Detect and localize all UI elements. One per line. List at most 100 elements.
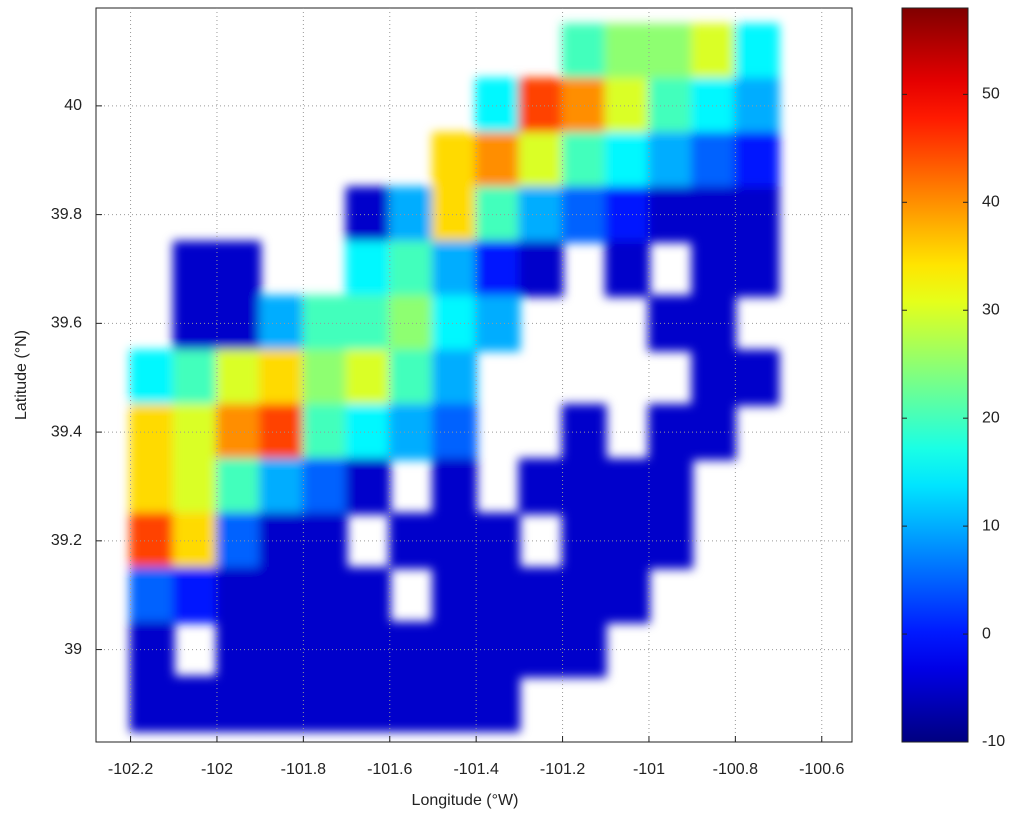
cell [431,403,478,461]
cell [691,23,737,80]
cell [475,295,521,352]
x-tick-label: -102 [201,761,233,778]
cell [172,675,218,733]
cell [172,512,218,570]
cell [345,349,391,406]
y-tick-label: 39 [64,641,82,658]
cell [215,349,262,406]
x-tick-label: -101 [633,761,665,778]
cell [215,295,262,352]
cell [647,77,694,135]
y-axis-label: Latitude (°N) [13,330,30,420]
colorbar-tick-label: -10 [982,733,1005,750]
cell [734,240,780,298]
cell [431,186,478,243]
cell [475,512,521,570]
colorbar-tick-label: 40 [982,194,1000,211]
cell [388,295,434,352]
colorbar-tick-label: 30 [982,301,1000,318]
cell [604,240,650,298]
cell [475,186,521,243]
cell [172,403,218,461]
cell [259,458,305,515]
colorbar-tick-label: 50 [982,86,1000,103]
cell [388,512,434,570]
cell [259,621,305,678]
cell [215,675,262,733]
x-tick-label: -100.8 [713,761,758,778]
y-tick-label: 39.6 [51,315,82,332]
cell [518,132,564,189]
x-tick-label: -101.4 [453,761,498,778]
cell [475,567,521,624]
cell [691,132,737,189]
cell [172,567,218,624]
cell [647,403,694,461]
cell [172,458,218,515]
cell [431,621,478,678]
cell [691,295,737,352]
cell [518,240,564,298]
cell [647,458,694,515]
cell [691,349,737,406]
cell [431,458,478,515]
cell [691,403,737,461]
cell [475,621,521,678]
cell [388,621,434,678]
cell [561,132,607,189]
heatmap [129,23,780,733]
cell [345,675,391,733]
cell [302,458,348,515]
cell [388,675,434,733]
cell [734,349,780,406]
cell [215,512,262,570]
x-axis-label: Longitude (°W) [412,792,519,809]
cell [647,295,694,352]
cell [647,23,694,80]
cell [302,567,348,624]
cell [561,458,607,515]
cell [518,567,564,624]
x-tick-label: -101.6 [367,761,412,778]
cell [259,349,305,406]
x-tick-label: -100.6 [799,761,844,778]
cell [172,349,218,406]
cell [172,295,218,352]
cell [388,240,434,298]
y-tick-label: 39.8 [51,206,82,223]
cell [259,295,305,352]
cell [604,458,650,515]
cell [259,512,305,570]
cell [604,77,650,135]
cell [431,675,478,733]
cell [129,567,175,624]
cell [259,567,305,624]
cell [431,349,478,406]
cell [518,458,564,515]
cell [345,567,391,624]
x-tick-label: -101.2 [540,761,585,778]
x-tick-label: -101.8 [281,761,326,778]
cell [604,132,650,189]
cell [388,403,434,461]
cell [431,132,478,189]
cell [129,675,175,733]
axes: -102.2 -102 -101.8 -101.6 -101.4 -101.2 -101 -1… [51,7,1005,778]
plot-frame [95,7,853,743]
cell [734,23,780,80]
x-tick-label: -102.2 [108,761,153,778]
cell [259,403,305,461]
cell [734,132,780,189]
cell [129,458,175,515]
cell [431,567,478,624]
cell [302,349,348,406]
y-tick-label: 39.4 [51,423,82,440]
cell [431,295,478,352]
cell [604,186,650,243]
cell [388,349,434,406]
cell [302,675,348,733]
cell [561,23,607,80]
cell [647,186,694,243]
cell [604,567,650,624]
